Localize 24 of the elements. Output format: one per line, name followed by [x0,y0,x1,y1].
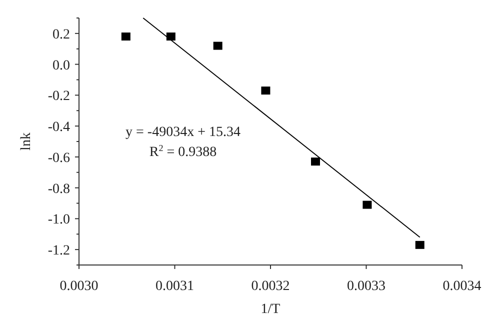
y-tick-label: 0.0 [52,58,70,74]
x-tick-label: 0.0034 [442,279,482,294]
point [121,32,130,41]
y-tick-label: -1.0 [48,212,70,228]
point [213,42,222,50]
x-tick-label: 0.0033 [347,279,386,294]
point [311,158,320,166]
y-tick-label: -0.8 [48,182,70,197]
annotation: y = -49034x + 15.34 [126,125,240,140]
point [415,240,424,249]
point [166,32,176,41]
annotation: R$^{2}$ = 0.9388 [149,143,217,160]
point [362,200,372,209]
y-tick-label: -0.6 [48,150,70,166]
x-tick-label: 0.0031 [156,279,194,294]
point [261,86,270,95]
y-tick-label: -0.2 [48,89,70,104]
y-tick-label: 0.2 [52,27,70,42]
x-tick-label: 0.0030 [60,279,98,294]
y-tick-label: -0.4 [48,120,70,136]
y-axis-title: lnk [19,132,34,150]
x-axis-title: 1/T [260,302,281,317]
y-tick-label: -1.2 [48,244,70,259]
x-tick-label: 0.0032 [251,279,290,294]
